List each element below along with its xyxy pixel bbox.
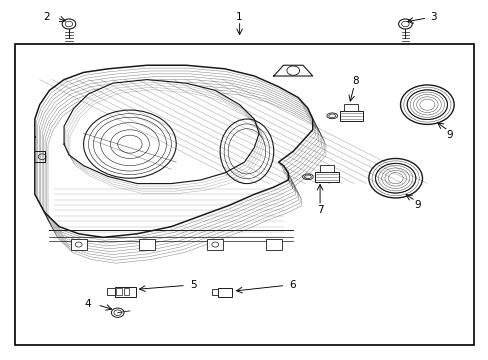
FancyBboxPatch shape bbox=[71, 239, 86, 250]
Text: 8: 8 bbox=[352, 76, 358, 86]
FancyBboxPatch shape bbox=[15, 44, 473, 345]
FancyBboxPatch shape bbox=[339, 111, 362, 121]
FancyBboxPatch shape bbox=[344, 104, 357, 111]
Text: 5: 5 bbox=[189, 280, 196, 290]
Text: 1: 1 bbox=[236, 12, 243, 22]
Text: 7: 7 bbox=[316, 206, 323, 216]
Text: 6: 6 bbox=[289, 280, 295, 290]
FancyBboxPatch shape bbox=[123, 288, 129, 295]
Text: 3: 3 bbox=[429, 12, 435, 22]
FancyBboxPatch shape bbox=[217, 288, 232, 297]
FancyBboxPatch shape bbox=[320, 165, 333, 172]
FancyBboxPatch shape bbox=[106, 288, 115, 295]
Text: 4: 4 bbox=[84, 299, 91, 309]
Polygon shape bbox=[35, 65, 312, 237]
FancyBboxPatch shape bbox=[139, 239, 155, 250]
FancyBboxPatch shape bbox=[315, 172, 338, 182]
FancyBboxPatch shape bbox=[207, 239, 223, 250]
Text: 9: 9 bbox=[445, 130, 452, 140]
Text: 2: 2 bbox=[43, 12, 49, 22]
FancyBboxPatch shape bbox=[211, 289, 217, 295]
FancyBboxPatch shape bbox=[265, 239, 281, 250]
FancyBboxPatch shape bbox=[116, 288, 122, 295]
Polygon shape bbox=[64, 80, 259, 184]
FancyBboxPatch shape bbox=[115, 287, 136, 297]
Text: 9: 9 bbox=[414, 200, 421, 210]
